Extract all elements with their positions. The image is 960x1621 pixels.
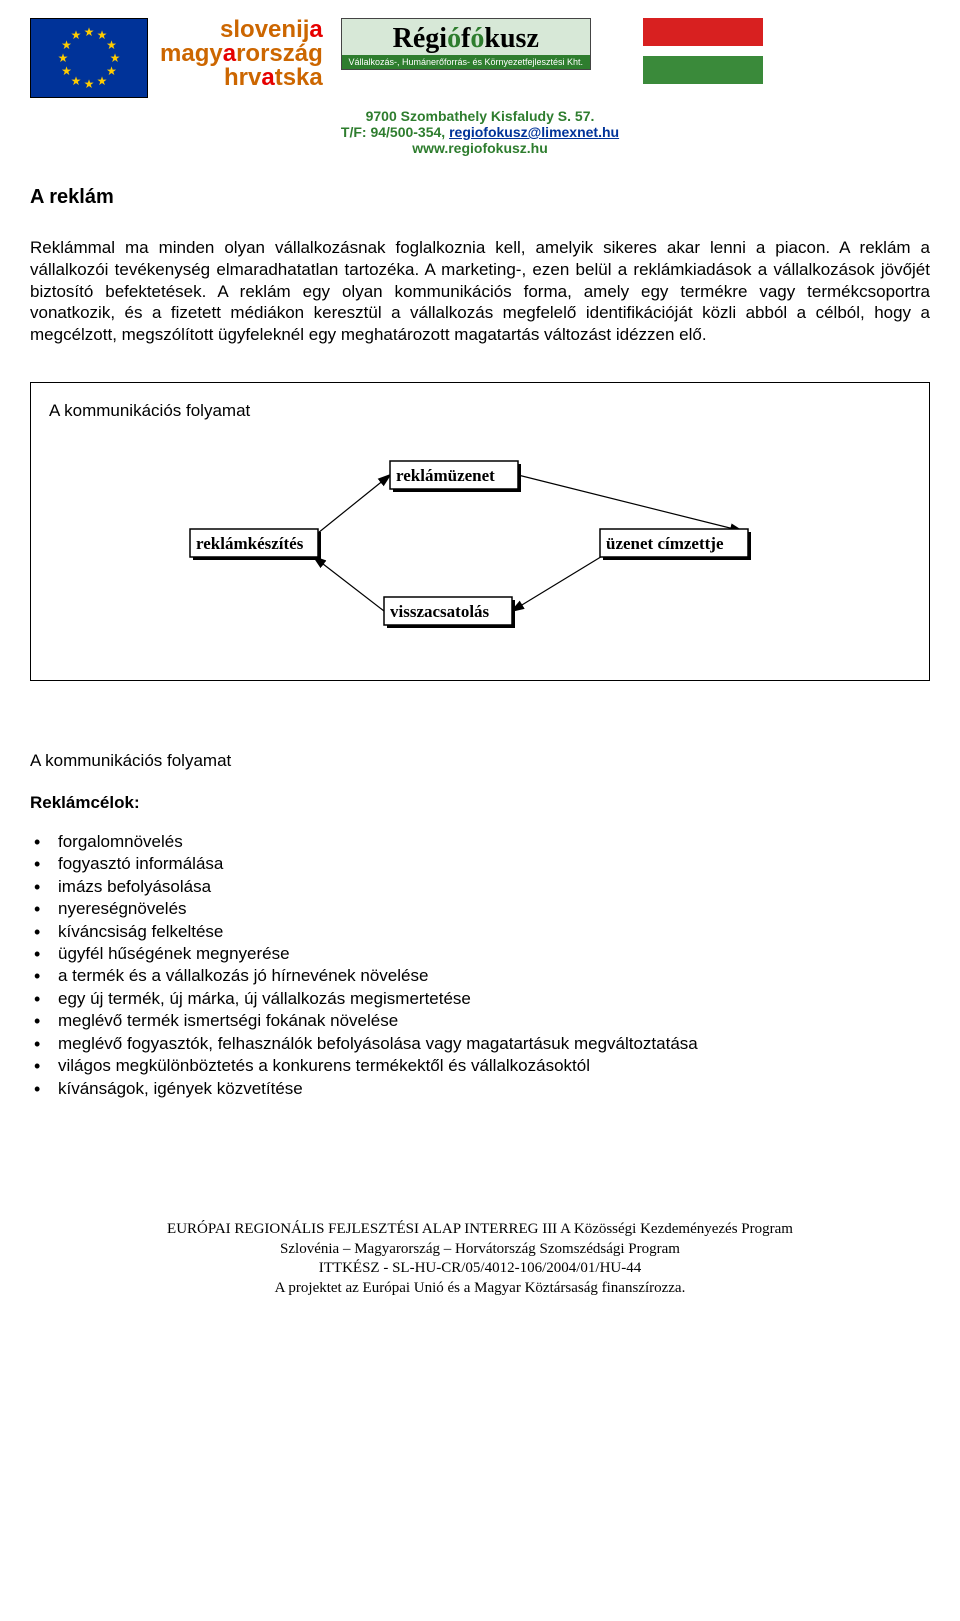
- eu-flag-icon: ★★★★★★★★★★★★: [30, 18, 148, 98]
- page-footer: EURÓPAI REGIONÁLIS FEJLESZTÉSI ALAP INTE…: [30, 1220, 930, 1298]
- footer-line-3: ITTKÉSZ - SL-HU-CR/05/4012-106/2004/01/H…: [30, 1259, 930, 1279]
- goal-item: kíváncsiság felkeltése: [30, 921, 930, 943]
- tri-country-logo: slovenijamagyarországhrvatska: [160, 18, 323, 90]
- svg-text:reklámüzenet: reklámüzenet: [396, 466, 495, 485]
- svg-text:reklámkészítés: reklámkészítés: [196, 534, 304, 553]
- hungary-flag-icon: [643, 18, 763, 84]
- goal-item: meglévő termék ismertségi fokának növelé…: [30, 1010, 930, 1032]
- goals-heading: Reklámcélok:: [30, 793, 930, 813]
- footer-line-2: Szlovénia – Magyarország – Horvátország …: [30, 1240, 930, 1260]
- goal-item: a termék és a vállalkozás jó hírnevének …: [30, 965, 930, 987]
- goal-item: imázs befolyásolása: [30, 876, 930, 898]
- communication-diagram-box: A kommunikációs folyamat reklámkészítésr…: [30, 382, 930, 681]
- communication-flow-diagram: reklámkészítés reklámüzenet üzenet címzett…: [170, 449, 790, 644]
- svg-text:visszacsatolás: visszacsatolás: [390, 602, 490, 621]
- contact-phone: T/F: 94/500-354,: [341, 124, 449, 140]
- intro-paragraph: Reklámmal ma minden olyan vállalkozásnak…: [30, 237, 930, 346]
- page-header: ★★★★★★★★★★★★ slovenijamagyarországhrvats…: [30, 18, 930, 98]
- regiofokusz-subtitle: Vállalkozás-, Humánerőforrás- és Környez…: [342, 55, 590, 69]
- diagram-title: A kommunikációs folyamat: [49, 401, 911, 421]
- contact-address: 9700 Szombathely Kisfaludy S. 57.: [30, 108, 930, 124]
- goal-item: forgalomnövelés: [30, 831, 930, 853]
- contact-info: 9700 Szombathely Kisfaludy S. 57. T/F: 9…: [30, 108, 930, 156]
- footer-line-4: A projektet az Európai Unió és a Magyar …: [30, 1279, 930, 1299]
- goal-item: kívánságok, igények közvetítése: [30, 1078, 930, 1100]
- contact-email-link[interactable]: regiofokusz@limexnet.hu: [449, 124, 619, 140]
- svg-text:üzenet címzettje: üzenet címzettje: [606, 534, 724, 553]
- goal-item: fogyasztó informálása: [30, 853, 930, 875]
- footer-line-1: EURÓPAI REGIONÁLIS FEJLESZTÉSI ALAP INTE…: [30, 1220, 930, 1240]
- regiofokusz-logo: Régiófókusz Vállalkozás-, Humánerőforrás…: [341, 18, 591, 70]
- goal-item: meglévő fogyasztók, felhasználók befolyá…: [30, 1033, 930, 1055]
- goals-list: forgalomnövelésfogyasztó informálásaimáz…: [30, 831, 930, 1100]
- goal-item: ügyfél hűségének megnyerése: [30, 943, 930, 965]
- goal-item: egy új termék, új márka, új vállalkozás …: [30, 988, 930, 1010]
- contact-website: www.regiofokusz.hu: [30, 140, 930, 156]
- goal-item: világos megkülönböztetés a konkurens ter…: [30, 1055, 930, 1077]
- document-title: A reklám: [30, 186, 930, 209]
- goals-subtitle: A kommunikációs folyamat: [30, 751, 930, 771]
- goal-item: nyereségnövelés: [30, 898, 930, 920]
